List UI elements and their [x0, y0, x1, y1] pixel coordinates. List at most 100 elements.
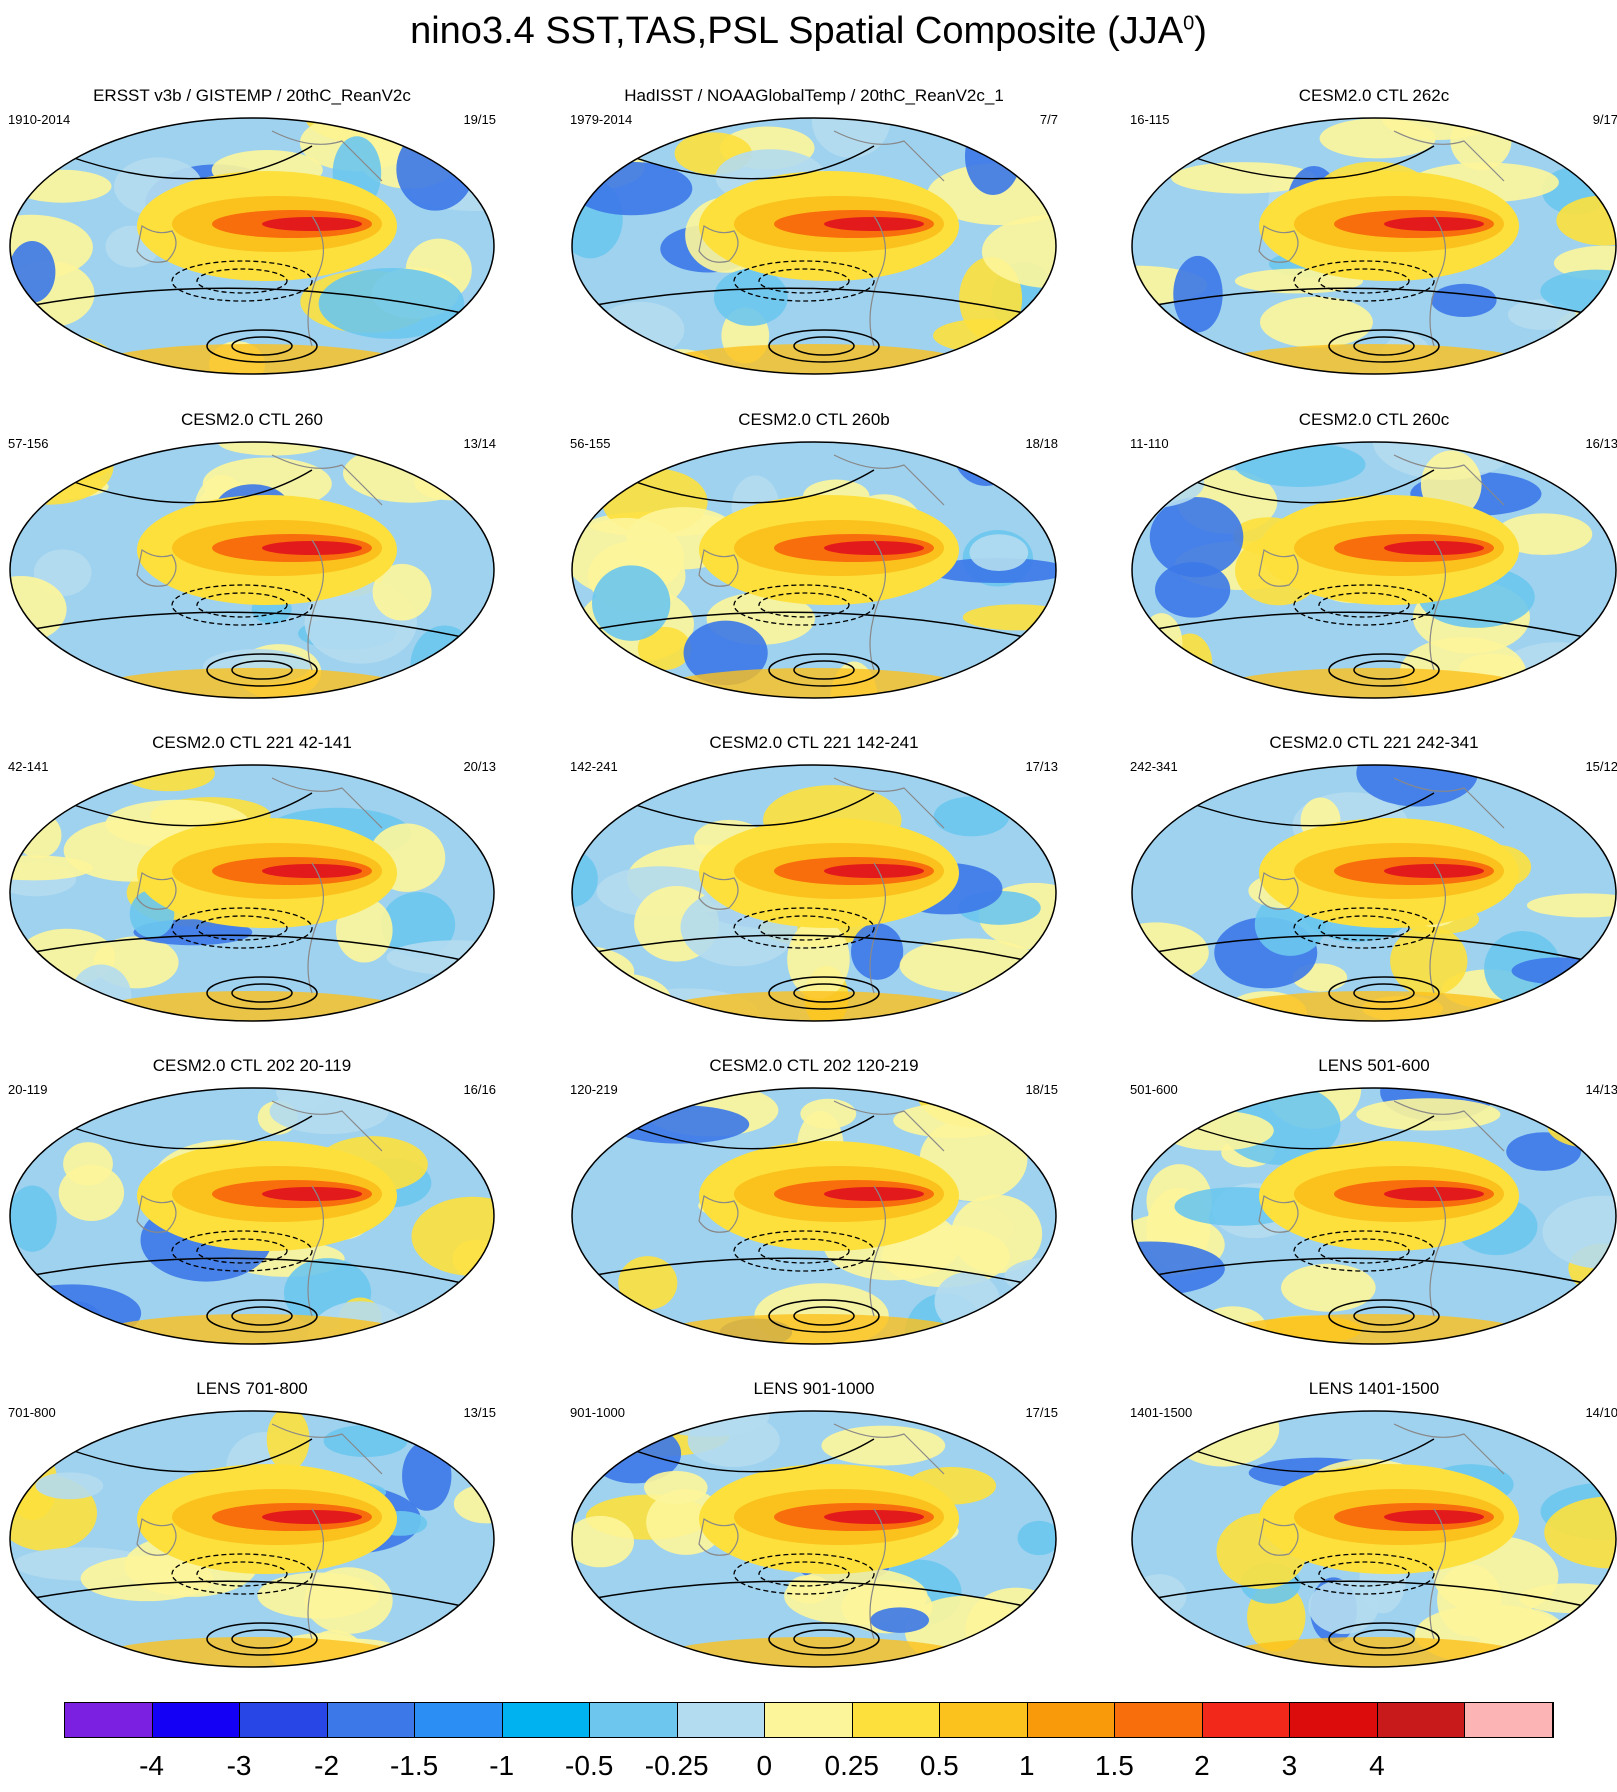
- colorbar: [64, 1702, 1554, 1738]
- colorbar-box: [852, 1703, 941, 1737]
- global-map: [571, 764, 1057, 1022]
- psl-contour-negative: [171, 907, 313, 949]
- anomaly-patch: [924, 1648, 989, 1667]
- psl-contour-positive: [206, 1622, 318, 1656]
- coastline: [1258, 872, 1299, 910]
- figure-title: nino3.4 SST,TAS,PSL Spatial Composite (J…: [0, 10, 1617, 53]
- colorbar-tick-label: 3: [1281, 1750, 1298, 1781]
- panel-title: LENS 901-1000: [753, 1379, 875, 1398]
- psl-contour-positive: [67, 1115, 313, 1150]
- panel-title: HadISST / NOAAGlobalTemp / 20thC_ReanV2c…: [624, 86, 1004, 105]
- psl-contour-negative: [196, 1561, 288, 1587]
- colorbar-tick-label: -0.5: [565, 1750, 614, 1781]
- anomaly-patch: [1506, 1132, 1582, 1171]
- anomaly-patch: [421, 986, 494, 1021]
- panel-title: LENS 1401-1500: [1308, 1379, 1440, 1398]
- psl-contour-positive: [1189, 469, 1435, 504]
- map-border: [9, 117, 495, 375]
- map-panel: CESM2.0 CTL 260c 11-110 16/13: [1130, 410, 1617, 730]
- colorbar-tick-label: 1.5: [1094, 1750, 1134, 1781]
- psl-contour-positive: [768, 1299, 880, 1333]
- anomaly-patch: [572, 850, 598, 908]
- coastline: [307, 215, 325, 347]
- southern-band: [654, 1637, 974, 1667]
- anomaly-patch: [1556, 1627, 1606, 1667]
- panel-title: LENS 501-600: [1318, 1056, 1430, 1075]
- psl-contour-negative: [1293, 1230, 1435, 1272]
- panel-period-label: 1910-2014: [8, 112, 71, 127]
- psl-contour-positive: [1149, 1257, 1599, 1287]
- panel-count-label: 17/13: [1025, 759, 1058, 774]
- map-panel: CESM2.0 CTL 221 42-141 42-141 20/13: [8, 733, 528, 1053]
- psl-contour-positive: [27, 1580, 477, 1610]
- panel-count-label: 18/15: [1025, 1082, 1058, 1097]
- psl-contour-negative: [733, 1553, 875, 1595]
- global-map: [1131, 1087, 1617, 1345]
- coastline: [1393, 454, 1505, 506]
- psl-contour-positive: [1328, 1299, 1440, 1333]
- anomaly-patch: [572, 161, 693, 216]
- psl-contour-positive: [1189, 1115, 1435, 1150]
- southern-band: [92, 344, 412, 374]
- panel-count-label: 20/13: [463, 759, 496, 774]
- psl-contour-positive: [768, 653, 880, 687]
- colorbar-box: [677, 1703, 766, 1737]
- psl-contour-positive: [589, 1257, 1039, 1287]
- coastline: [698, 872, 739, 910]
- southern-band: [1214, 991, 1534, 1021]
- anomaly-patch: [10, 1411, 85, 1436]
- anomaly-patch: [1132, 648, 1196, 686]
- southern-band: [1214, 668, 1534, 698]
- map-border: [1131, 1087, 1617, 1345]
- colorbar-tick-label: -1: [489, 1750, 515, 1781]
- psl-contour-positive: [629, 145, 875, 180]
- global-map: [571, 1410, 1057, 1668]
- coastline: [698, 1518, 739, 1556]
- anomaly-patch: [933, 796, 1010, 837]
- anomaly-patch: [372, 563, 432, 621]
- psl-contour-negative: [171, 1230, 313, 1272]
- anomaly-patch: [1160, 1110, 1274, 1151]
- anomaly-patch: [1173, 255, 1223, 333]
- psl-contour-negative: [1318, 1561, 1410, 1587]
- psl-contour-negative: [196, 268, 288, 294]
- panel-title: LENS 701-800: [196, 1379, 308, 1398]
- panel-period-label: 56-155: [570, 436, 611, 451]
- warm-anomaly-core: [262, 217, 362, 231]
- psl-contour-negative: [1318, 1238, 1410, 1264]
- colorbar-box: [1027, 1703, 1116, 1737]
- panel-count-label: 7/7: [1039, 112, 1058, 127]
- colorbar-box: [65, 1703, 153, 1737]
- anomaly-patch: [80, 1555, 214, 1602]
- psl-contour-positive: [793, 1629, 855, 1649]
- panel-title: CESM2.0 CTL 202 120-219: [709, 1056, 919, 1075]
- warm-anomaly-core: [1384, 864, 1484, 878]
- panel-title: CESM2.0 CTL 221 242-341: [1269, 733, 1479, 752]
- anomaly-patch: [10, 855, 93, 881]
- psl-contour-negative: [758, 592, 850, 618]
- coastline: [271, 1100, 383, 1152]
- psl-contour-positive: [1353, 983, 1415, 1003]
- warm-anomaly-core: [262, 864, 362, 878]
- psl-contour-positive: [231, 983, 293, 1003]
- southern-band: [654, 991, 974, 1021]
- psl-contour-negative: [171, 260, 313, 302]
- coastline: [136, 549, 177, 587]
- map-panel: CESM2.0 CTL 260b 56-155 18/18: [570, 410, 1090, 730]
- coastline: [869, 1185, 887, 1317]
- anomaly-patch: [323, 1425, 408, 1458]
- coastline: [869, 1508, 887, 1640]
- colorbar-tick-label: -3: [226, 1750, 252, 1781]
- coastline: [833, 454, 945, 506]
- psl-contour-positive: [768, 329, 880, 363]
- psl-contour-positive: [629, 1438, 875, 1473]
- psl-contour-negative: [758, 1561, 850, 1587]
- panel-period-label: 20-119: [8, 1082, 48, 1097]
- figure-title-text: nino3.4 SST,TAS,PSL Spatial Composite (J…: [410, 10, 1184, 52]
- southern-band: [654, 344, 974, 374]
- psl-contour-positive: [231, 1306, 293, 1326]
- psl-contour-positive: [793, 336, 855, 356]
- map-panel: CESM2.0 CTL 262c 16-115 9/17: [1130, 86, 1617, 406]
- warm-anomaly-core: [262, 1187, 362, 1201]
- psl-contour-positive: [1328, 1622, 1440, 1656]
